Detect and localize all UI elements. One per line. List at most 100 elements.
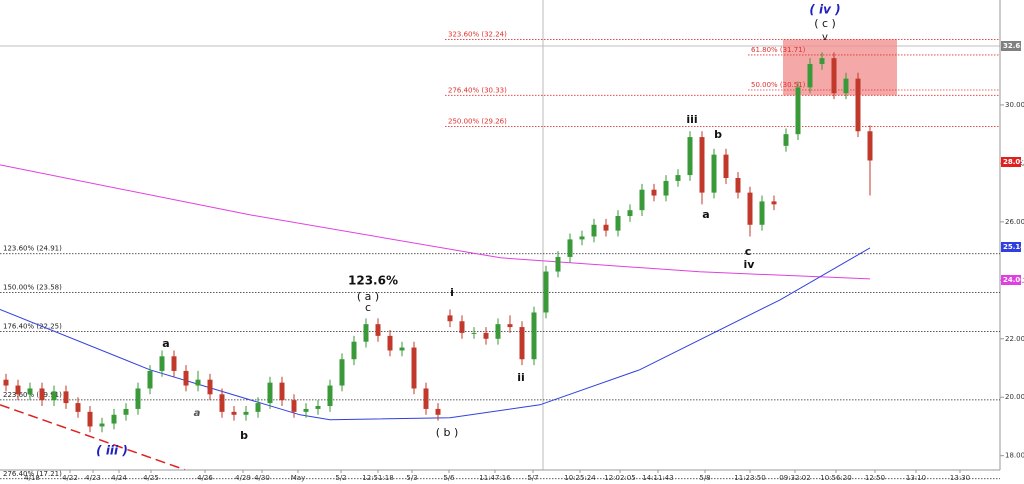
fib-label: 223.60% (19.91) — [3, 391, 62, 399]
x-tick-label: 13:10 — [906, 474, 926, 482]
candle-body — [435, 408, 441, 415]
wave-label: a — [162, 337, 169, 350]
x-tick-label: 4/22 — [62, 474, 78, 482]
fib-label: 276.40% (30.33) — [448, 86, 507, 94]
x-tick-label: 4/26 — [197, 474, 213, 482]
candle-body — [531, 312, 537, 360]
candle-body — [651, 189, 657, 196]
candle-body — [699, 137, 705, 193]
candle-body — [759, 201, 765, 225]
wave-label: v — [822, 32, 828, 43]
candle-body — [99, 423, 105, 427]
candle-body — [291, 400, 297, 412]
x-tick-label: 14:11:43 — [642, 474, 673, 482]
price-tag — [1001, 41, 1021, 51]
candle-body — [159, 356, 165, 371]
candle-body — [579, 236, 585, 240]
x-tick-label: 11:47:16 — [479, 474, 511, 482]
candle-body — [207, 379, 213, 395]
candle-body — [315, 406, 321, 409]
x-tick-label: 4/30 — [254, 474, 270, 482]
candle-body — [255, 403, 261, 412]
candle-body — [363, 324, 369, 342]
candle-body — [303, 408, 309, 412]
wave-label: 123.6% — [348, 274, 398, 288]
fib-label: 123.60% (24.91) — [3, 245, 62, 253]
candle-body — [831, 58, 837, 94]
candle-body — [483, 332, 489, 339]
wave-label: b — [714, 128, 722, 141]
wave-label: ( iii ) — [96, 444, 128, 458]
wave-label: c — [745, 245, 752, 258]
x-tick-label: 5/6 — [443, 474, 455, 482]
candle-body — [723, 154, 729, 179]
candle-body — [771, 201, 777, 205]
candle-body — [327, 385, 333, 407]
candle-body — [279, 382, 285, 401]
wave-label: ii — [517, 371, 525, 384]
wave-label: iii — [686, 113, 697, 126]
candle-body — [855, 78, 861, 132]
candle-body — [147, 370, 153, 389]
y-tick-label: 22.00 — [1005, 335, 1024, 343]
fib-label: 276.40% (17.21) — [3, 470, 62, 478]
candle-body — [447, 315, 453, 322]
fib-label: 50.00% (30.51) — [751, 81, 806, 89]
x-tick-label: 4/18 — [24, 474, 40, 482]
candle-body — [807, 64, 813, 88]
overlay-line — [0, 404, 186, 471]
candle-body — [687, 137, 693, 176]
candle-body — [543, 271, 549, 313]
candle-body — [243, 411, 249, 415]
wave-label: a — [702, 208, 709, 221]
wave-label: iv — [744, 258, 756, 271]
x-tick-label: 11:23:50 — [734, 474, 765, 482]
candle-body — [591, 224, 597, 237]
y-tick-label: 18.00 — [1005, 452, 1024, 460]
x-tick-label: 12:02:05 — [604, 474, 635, 482]
candle-body — [135, 388, 141, 409]
wave-label: ( b ) — [436, 426, 459, 439]
candle-body — [747, 192, 753, 225]
candle-body — [111, 414, 117, 424]
candle-body — [399, 347, 405, 351]
candle-body — [219, 394, 225, 412]
candle-body — [195, 379, 201, 386]
x-tick-label: 10:25:24 — [564, 474, 596, 482]
price-tag — [1001, 157, 1021, 167]
price-tag-label: 28.09 — [1003, 158, 1024, 166]
candle-body — [375, 324, 381, 336]
x-tick-label: 10:56:20 — [820, 474, 851, 482]
fib-label: 323.60% (32.24) — [448, 30, 507, 38]
x-tick-label: 4/29 — [235, 474, 251, 482]
candle-body — [507, 324, 513, 328]
candle-body — [15, 385, 21, 395]
y-tick-label: 26.00 — [1005, 218, 1024, 226]
fib-label: 61.80% (31.71) — [751, 46, 806, 54]
candle-body — [795, 87, 801, 135]
wave-label: c — [365, 301, 371, 314]
candle-body — [567, 239, 573, 257]
price-tag — [1001, 242, 1021, 252]
x-tick-label: May — [291, 474, 305, 482]
wave-label: i — [450, 286, 454, 299]
x-tick-label: 5/7 — [527, 474, 538, 482]
candle-body — [231, 411, 237, 415]
candle-body — [555, 256, 561, 272]
fib-label: 250.00% (29.26) — [448, 118, 507, 126]
candle-body — [495, 324, 501, 339]
candle-body — [87, 411, 93, 427]
candle-body — [711, 154, 717, 193]
candle-body — [171, 356, 177, 371]
target-zone — [783, 39, 897, 96]
wave-label: ( c ) — [814, 17, 836, 30]
candle-body — [867, 131, 873, 161]
candle-body — [627, 210, 633, 217]
y-tick-label: 30.00 — [1005, 101, 1024, 109]
candle-body — [783, 134, 789, 146]
candle-body — [387, 335, 393, 351]
price-tag — [1001, 275, 1021, 285]
candle-body — [675, 175, 681, 181]
x-tick-label: 5/2 — [335, 474, 346, 482]
